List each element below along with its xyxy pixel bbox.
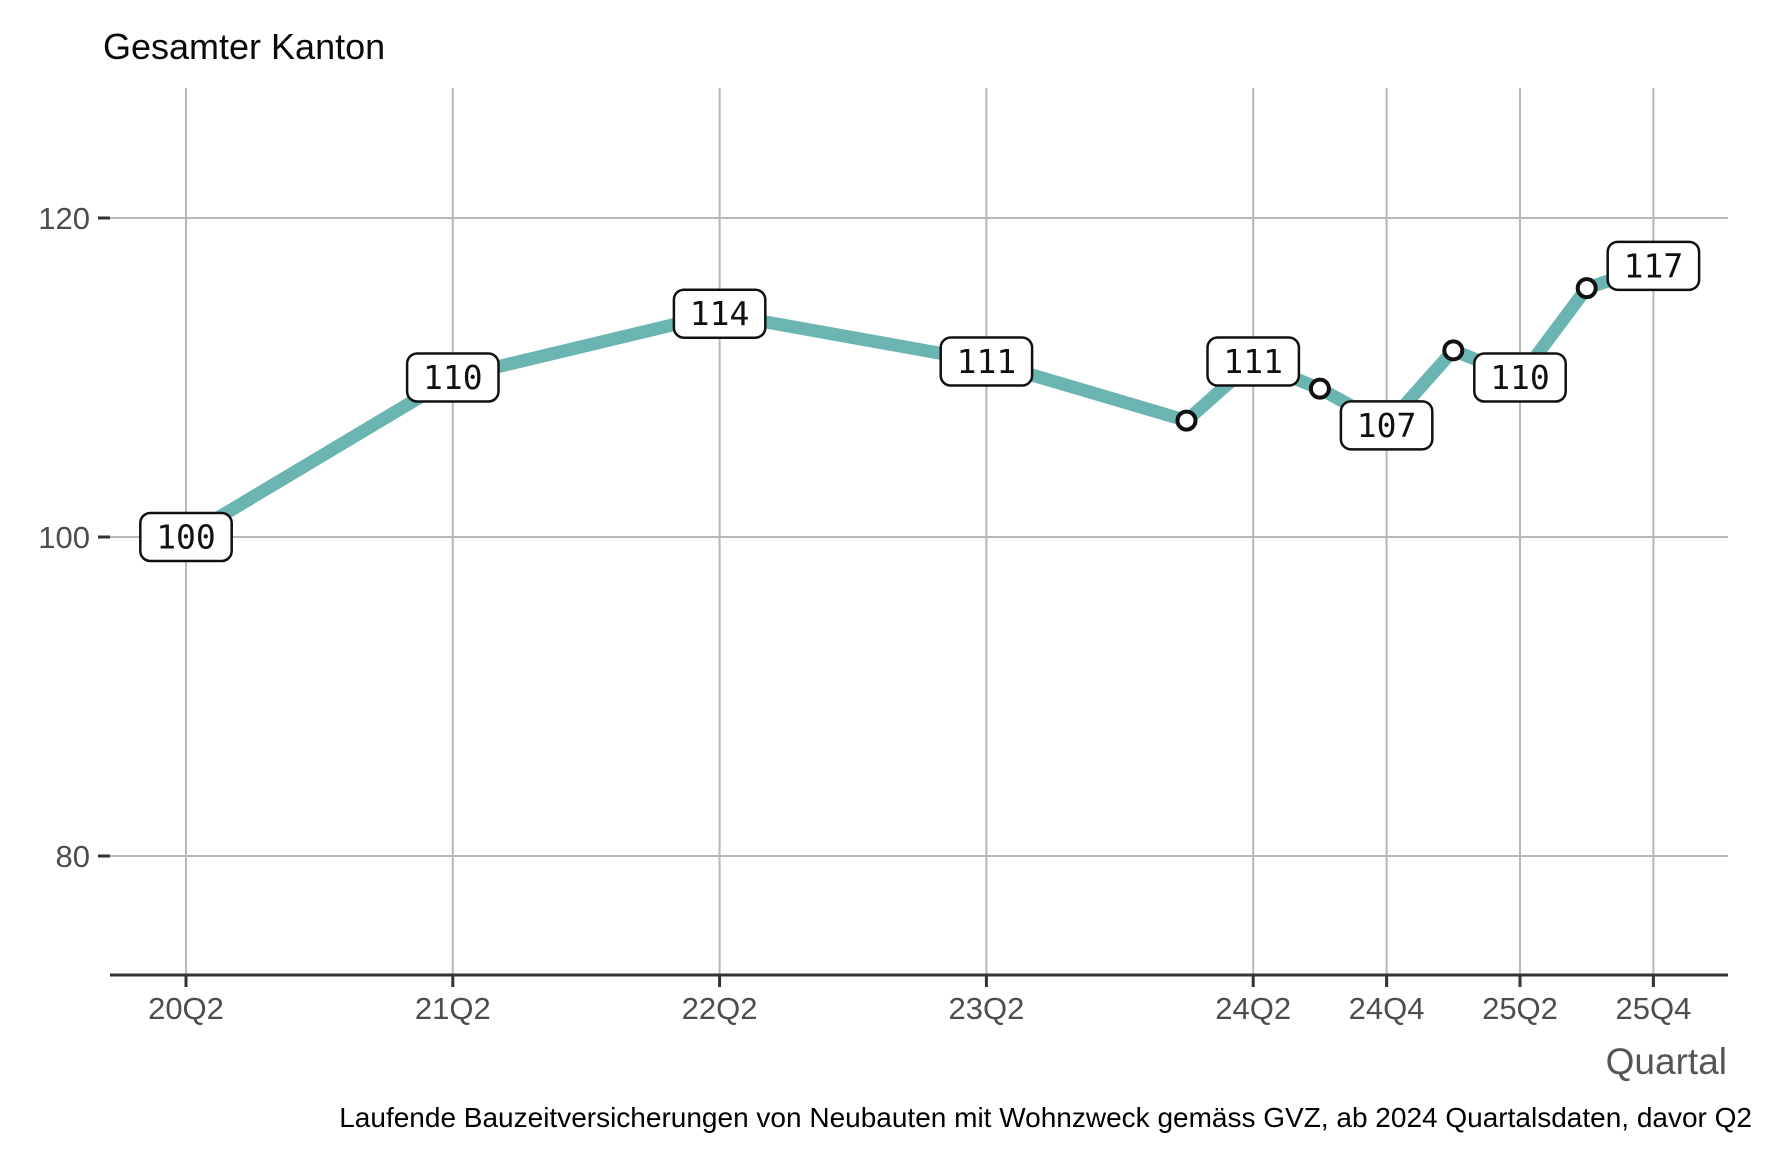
x-tick-label: 23Q2 xyxy=(948,991,1024,1026)
data-point-label: 107 xyxy=(1357,406,1417,445)
x-tick-label: 24Q4 xyxy=(1349,991,1425,1026)
y-tick-label: 120 xyxy=(38,201,90,236)
data-point-label: 110 xyxy=(1490,358,1550,397)
x-tick-label: 21Q2 xyxy=(415,991,491,1026)
data-point-label: 111 xyxy=(1223,342,1283,381)
data-point-label-box xyxy=(672,288,767,339)
data-point-label: 100 xyxy=(156,518,216,557)
data-point-label-box xyxy=(1473,352,1567,403)
series-layer xyxy=(182,259,1656,543)
data-point-label-box xyxy=(405,352,500,403)
chart-title: Gesamter Kanton xyxy=(103,26,385,67)
x-tick-label: 22Q2 xyxy=(682,991,758,1026)
gridlines-layer xyxy=(110,88,1728,975)
chart-caption: Laufende Bauzeitversicherungen von Neuba… xyxy=(339,1102,1752,1133)
x-tick-label: 25Q2 xyxy=(1482,991,1558,1026)
x-tick-label: 24Q2 xyxy=(1215,991,1291,1026)
data-point-marker xyxy=(1175,409,1198,432)
data-point-label: 114 xyxy=(690,294,750,333)
x-tick-label: 25Q4 xyxy=(1615,991,1691,1026)
data-point-marker xyxy=(1575,277,1598,300)
data-point-label-box xyxy=(939,336,1034,387)
data-point-label-box xyxy=(1339,400,1434,451)
data-point-label: 117 xyxy=(1624,246,1684,285)
data-point-label-box xyxy=(1606,240,1701,292)
point-labels-layer: 100 110 114 111 111 107 110 117 xyxy=(139,240,1701,563)
x-axis-title: Quartal xyxy=(1606,1041,1727,1082)
data-point-label: 110 xyxy=(423,358,483,397)
x-tick-label: 20Q2 xyxy=(148,991,224,1026)
y-tick-label: 80 xyxy=(56,839,90,874)
data-point-marker xyxy=(1308,377,1331,400)
data-line xyxy=(182,259,1656,543)
y-tick-label: 100 xyxy=(38,520,90,555)
data-point-label-box xyxy=(139,511,233,563)
data-point-marker xyxy=(1442,339,1465,362)
axes-layer: 20Q2 21Q2 22Q2 23Q2 24Q2 24Q4 25Q2 25Q4 80 100 120 xyxy=(38,201,1728,1026)
data-point-label: 111 xyxy=(957,342,1017,381)
data-point-label-box xyxy=(1206,336,1301,387)
